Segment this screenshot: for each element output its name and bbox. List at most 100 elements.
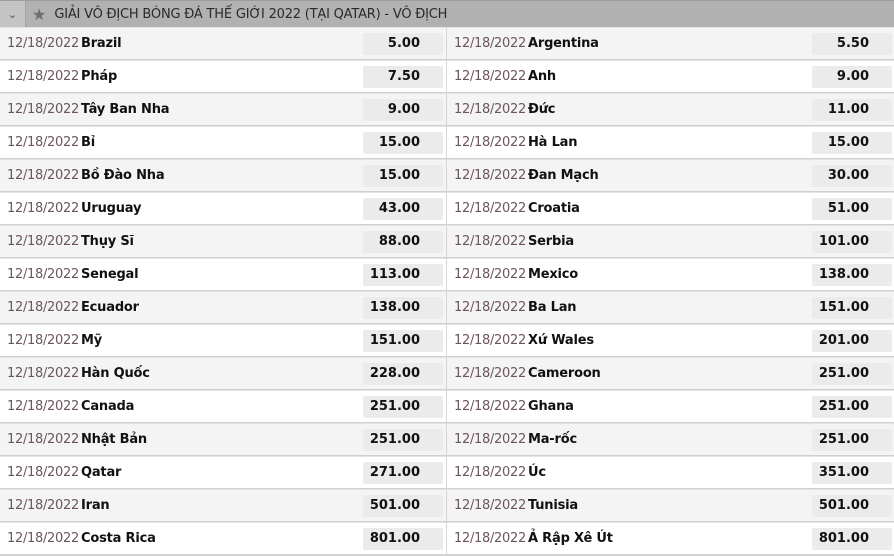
team-name: Tây Ban Nha [81,102,170,117]
selection-row: 12/18/2022 Tây Ban Nha 9.00 [0,93,446,126]
odds-button[interactable]: 15.00 [812,131,892,154]
event-date: 12/18/2022 [454,69,526,84]
selection-row: 12/18/2022 Cameroon 251.00 [447,357,894,390]
selection-row: 12/18/2022 Costa Rica 801.00 [0,522,446,555]
team-name: Costa Rica [81,531,156,546]
odds-button[interactable]: 43.00 [363,197,443,220]
event-date: 12/18/2022 [7,366,79,381]
event-date: 12/18/2022 [7,168,79,183]
odds-button[interactable]: 11.00 [812,98,892,121]
odds-button[interactable]: 15.00 [363,131,443,154]
odds-button[interactable]: 15.00 [363,164,443,187]
odds-button[interactable]: 138.00 [812,263,892,286]
team-name: Hà Lan [528,135,578,150]
odds-button[interactable]: 271.00 [363,461,443,484]
selection-row: 12/18/2022 Anh 9.00 [447,60,894,93]
event-date: 12/18/2022 [454,201,526,216]
team-name: Bồ Đào Nha [81,168,165,183]
team-name: Úc [528,465,546,480]
selection-row: 12/18/2022 Xứ Wales 201.00 [447,324,894,357]
selection-row: 12/18/2022 Úc 351.00 [447,456,894,489]
team-name: Xứ Wales [528,333,594,348]
odds-button[interactable]: 88.00 [363,230,443,253]
event-date: 12/18/2022 [7,267,79,282]
selection-row: 12/18/2022 Senegal 113.00 [0,258,446,291]
odds-button[interactable]: 228.00 [363,362,443,385]
selection-row: 12/18/2022 Mexico 138.00 [447,258,894,291]
odds-button[interactable]: 251.00 [812,428,892,451]
team-name: Nhật Bản [81,432,147,447]
selection-row: 12/18/2022 Iran 501.00 [0,489,446,522]
odds-button[interactable]: 151.00 [363,329,443,352]
selection-row: 12/18/2022 Bồ Đào Nha 15.00 [0,159,446,192]
event-date: 12/18/2022 [7,432,79,447]
odds-button[interactable]: 251.00 [363,395,443,418]
star-icon[interactable]: ★ [32,4,47,24]
odds-button[interactable]: 251.00 [812,395,892,418]
team-name: Senegal [81,267,139,282]
event-date: 12/18/2022 [454,531,526,546]
event-date: 12/18/2022 [454,333,526,348]
event-date: 12/18/2022 [454,234,526,249]
odds-button[interactable]: 30.00 [812,164,892,187]
event-date: 12/18/2022 [454,465,526,480]
odds-button[interactable]: 201.00 [812,329,892,352]
odds-button[interactable]: 51.00 [812,197,892,220]
odds-button[interactable]: 113.00 [363,263,443,286]
odds-button[interactable]: 138.00 [363,296,443,319]
selection-row: 12/18/2022 Hàn Quốc 228.00 [0,357,446,390]
event-date: 12/18/2022 [7,201,79,216]
selection-row: 12/18/2022 Croatia 51.00 [447,192,894,225]
team-name: Qatar [81,465,122,480]
odds-button[interactable]: 351.00 [812,461,892,484]
selection-row: 12/18/2022 Ecuador 138.00 [0,291,446,324]
selection-row: 12/18/2022 Nhật Bản 251.00 [0,423,446,456]
selection-row: 12/18/2022 Pháp 7.50 [0,60,446,93]
chevron-down-icon: ⌄ [7,7,18,21]
team-name: Ghana [528,399,574,414]
odds-button[interactable]: 7.50 [363,65,443,88]
team-name: Hàn Quốc [81,366,150,381]
event-date: 12/18/2022 [454,135,526,150]
odds-button[interactable]: 151.00 [812,296,892,319]
team-name: Anh [528,69,556,84]
selection-row: 12/18/2022 Ả Rập Xê Út 801.00 [447,522,894,555]
odds-button[interactable]: 5.50 [812,32,892,55]
odds-button[interactable]: 5.00 [363,32,443,55]
team-name: Đức [528,102,556,117]
odds-button[interactable]: 501.00 [812,494,892,517]
odds-button[interactable]: 251.00 [812,362,892,385]
odds-button[interactable]: 501.00 [363,494,443,517]
team-name: Ma-rốc [528,432,577,447]
collapse-toggle[interactable]: ⌄ [0,1,26,27]
team-name: Ả Rập Xê Út [528,531,613,546]
selection-row: 12/18/2022 Ghana 251.00 [447,390,894,423]
team-name: Croatia [528,201,580,216]
odds-button[interactable]: 9.00 [812,65,892,88]
selection-row: 12/18/2022 Ma-rốc 251.00 [447,423,894,456]
selection-row: 12/18/2022 Hà Lan 15.00 [447,126,894,159]
team-name: Mỹ [81,333,103,348]
team-name: Tunisia [528,498,578,513]
event-date: 12/18/2022 [454,498,526,513]
selection-row: 12/18/2022 Bỉ 15.00 [0,126,446,159]
team-name: Pháp [81,69,118,84]
event-date: 12/18/2022 [7,498,79,513]
team-name: Đan Mạch [528,168,599,183]
odds-button[interactable]: 251.00 [363,428,443,451]
event-date: 12/18/2022 [454,432,526,447]
team-name: Mexico [528,267,579,282]
odds-button[interactable]: 801.00 [812,527,892,550]
selection-row: 12/18/2022 Mỹ 151.00 [0,324,446,357]
event-date: 12/18/2022 [7,102,79,117]
odds-button[interactable]: 801.00 [363,527,443,550]
odds-button[interactable]: 9.00 [363,98,443,121]
odds-button[interactable]: 101.00 [812,230,892,253]
event-date: 12/18/2022 [454,36,526,51]
odds-grid: 12/18/2022 Brazil 5.00 12/18/2022 Argenti… [0,27,894,555]
selection-row: 12/18/2022 Đan Mạch 30.00 [447,159,894,192]
team-name: Thụy Sĩ [81,234,134,249]
team-name: Ba Lan [528,300,577,315]
selection-row: 12/18/2022 Ba Lan 151.00 [447,291,894,324]
event-date: 12/18/2022 [7,36,79,51]
